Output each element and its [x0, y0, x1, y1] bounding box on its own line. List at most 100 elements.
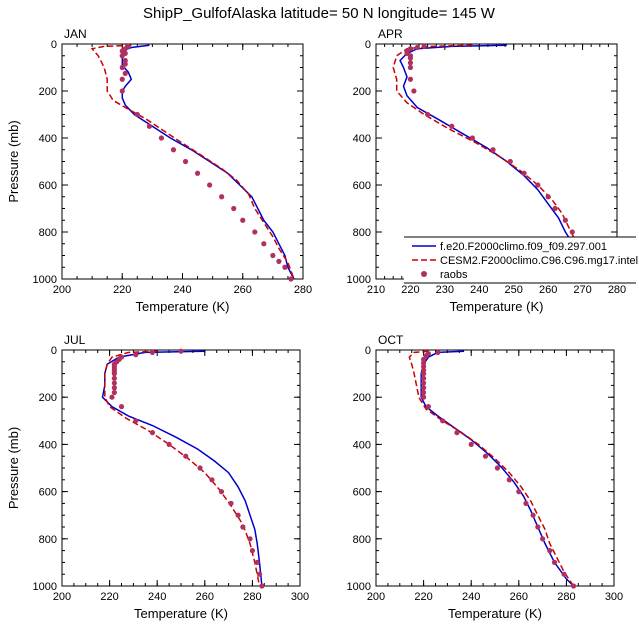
raobs-point	[231, 205, 237, 212]
x-tick-label: 220	[113, 284, 131, 296]
y-axis-label: Pressure (mb)	[6, 120, 21, 202]
x-tick-label: 200	[53, 284, 71, 296]
raobs-point	[166, 441, 172, 447]
legend-marker-raobs	[421, 271, 427, 277]
y-tick-label: 0	[51, 345, 57, 357]
raobs-point	[207, 182, 213, 188]
raobs-point	[228, 500, 234, 506]
x-tick-label: 240	[462, 591, 480, 603]
raobs-point	[182, 158, 189, 165]
raobs-point	[516, 489, 522, 495]
raobs-point	[421, 389, 427, 396]
y-tick-label: 600	[353, 180, 371, 192]
raobs-point	[530, 512, 536, 518]
x-tick-label: 220	[401, 284, 419, 296]
raobs-point	[521, 170, 527, 176]
raobs-point	[119, 53, 125, 59]
raobs-point	[540, 536, 546, 542]
plot-frame	[61, 43, 304, 280]
y-tick-label: 600	[353, 487, 371, 499]
raobs-point	[535, 524, 541, 530]
x-tick-label: 210	[367, 284, 385, 296]
x-tick-label: 240	[470, 284, 488, 296]
y-tick-label: 400	[353, 133, 371, 145]
series-line-f-e20-f2000climo-f09-f09-297-001	[101, 350, 263, 587]
raobs-point	[240, 217, 246, 223]
y-tick-label: 1000	[347, 274, 371, 286]
raobs-point	[158, 135, 165, 141]
raobs-point	[122, 61, 128, 67]
panel-jan: 200 220 240 260 280 0 200 400 600 800 1000 JAN Tempe…	[6, 27, 312, 314]
raobs-point	[414, 44, 420, 51]
y-axis-label: Pressure (mb)	[6, 427, 21, 509]
raobs-point	[552, 205, 558, 212]
raobs-point	[133, 418, 139, 424]
raobs-point	[178, 348, 184, 354]
raobs-point	[252, 229, 258, 235]
raobs-point	[561, 571, 567, 577]
series-line-cesm2-f2000climo-c96-c96-mg17-intel-4	[104, 350, 261, 587]
y-tick-label: 400	[39, 439, 57, 451]
x-tick-label: 260	[196, 591, 214, 603]
raobs-point	[421, 375, 427, 381]
y-tick-label: 1000	[33, 274, 57, 286]
raobs-point	[482, 453, 489, 459]
x-tick-label: 240	[148, 591, 166, 603]
raobs-point	[119, 88, 125, 94]
y-tick-label: 200	[39, 392, 57, 404]
x-tick-label: 260	[234, 284, 252, 296]
raobs-point	[146, 123, 152, 129]
raobs-point	[421, 371, 427, 377]
raobs-point	[235, 512, 241, 518]
raobs-point	[435, 349, 441, 355]
raobs-point	[407, 60, 414, 66]
legend-label-f-e20: f.e20.F2000climo.f09_f09.297.001	[440, 241, 607, 253]
raobs-point	[254, 559, 260, 566]
raobs-point	[256, 571, 263, 577]
raobs-point	[425, 111, 431, 118]
x-axis-label: Temperature (K)	[134, 606, 228, 621]
panel-label-oct: OCT	[378, 333, 404, 347]
figure-title: ShipP_GulfofAlaska latitude= 50 N longit…	[143, 5, 496, 22]
raobs-point	[468, 441, 474, 447]
raobs-point	[421, 380, 427, 386]
plot-frame	[61, 349, 301, 587]
raobs-point	[535, 182, 541, 188]
series-line-cesm2-f2000climo-c96-c96-mg17-intel-4	[408, 350, 575, 587]
x-tick-label: 280	[608, 284, 626, 296]
y-tick-label: 0	[365, 345, 371, 357]
y-tick-label: 0	[365, 39, 371, 51]
x-tick-label: 300	[291, 591, 309, 603]
raobs-point	[440, 418, 446, 424]
raobs-point	[270, 252, 276, 259]
raobs-point	[149, 430, 156, 436]
x-tick-label: 220	[414, 591, 432, 603]
raobs-point	[111, 389, 117, 396]
raobs-point	[247, 536, 253, 542]
x-tick-label: 270	[573, 284, 591, 296]
raobs-point	[261, 241, 267, 247]
legend: f.e20.F2000climo.f09_f09.297.001 CESM2.F…	[404, 236, 639, 284]
raobs-point	[507, 158, 513, 165]
x-tick-label: 280	[557, 591, 575, 603]
raobs-point	[118, 404, 125, 410]
y-tick-label: 200	[353, 392, 371, 404]
y-tick-label: 1000	[33, 581, 57, 593]
y-tick-label: 200	[353, 86, 371, 98]
y-tick-label: 200	[39, 86, 57, 98]
x-tick-label: 200	[53, 591, 71, 603]
raobs-point	[259, 583, 265, 589]
x-tick-label: 230	[436, 284, 454, 296]
raobs-point	[149, 349, 156, 355]
raobs-point	[276, 258, 282, 264]
x-tick-label: 220	[100, 591, 118, 603]
y-tick-label: 600	[39, 180, 57, 192]
y-tick-label: 800	[353, 227, 371, 239]
x-tick-label: 260	[510, 591, 528, 603]
series-line-f-e20-f2000climo-f09-f09-297-001	[121, 44, 295, 280]
raobs-point	[570, 583, 577, 589]
raobs-point	[547, 548, 553, 554]
raobs-point	[109, 394, 115, 400]
panel-oct: 200 220 240 260 280 300 0 200 400 600 800 1000 OCT Te…	[347, 333, 624, 621]
